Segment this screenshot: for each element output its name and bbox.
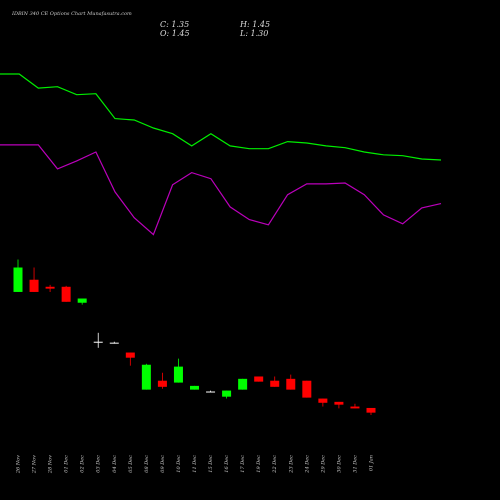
candle-body bbox=[13, 267, 23, 292]
x-tick-label: 31 Dec bbox=[352, 455, 358, 473]
candle-body bbox=[302, 380, 312, 398]
candle-body bbox=[206, 391, 216, 393]
candle-body bbox=[190, 385, 199, 390]
candle-body bbox=[318, 398, 328, 403]
x-tick-label: 16 Dec bbox=[224, 455, 230, 473]
x-tick-label: 17 Dec bbox=[240, 455, 246, 473]
x-tick-label: 27 Nov bbox=[32, 455, 38, 474]
x-tick-label: 30 Dec bbox=[336, 455, 342, 473]
x-tick-label: 09 Dec bbox=[160, 455, 166, 473]
candle-body bbox=[173, 366, 183, 383]
candle-body bbox=[366, 407, 376, 413]
open-label: O: 1.45 bbox=[160, 29, 190, 38]
x-tick-label: 23 Dec bbox=[288, 455, 294, 474]
candle-body bbox=[334, 401, 344, 405]
high-label: H: 1.45 bbox=[239, 20, 270, 29]
candle-body bbox=[45, 286, 55, 289]
x-tick-label: 01 Dec bbox=[64, 455, 70, 473]
x-tick-label: 01 Jan bbox=[369, 455, 375, 471]
x-tick-label: 22 Dec bbox=[272, 455, 278, 474]
candle-body bbox=[109, 342, 119, 344]
candle-body bbox=[157, 380, 167, 387]
x-tick-label: 29 Dec bbox=[320, 455, 326, 474]
chart-title: IDBIN 340 CE Options Chart Munafasutra.c… bbox=[11, 11, 132, 17]
candle-body bbox=[254, 376, 264, 382]
candle-body bbox=[270, 380, 280, 387]
candle-body bbox=[286, 378, 296, 390]
x-tick-label: 08 Dec bbox=[144, 455, 150, 473]
candle-body bbox=[93, 341, 103, 343]
x-tick-label: 11 Dec bbox=[192, 455, 198, 473]
indicator-line bbox=[0, 73, 442, 161]
x-tick-label: 26 Nov bbox=[16, 455, 22, 474]
x-tick-label: 19 Dec bbox=[256, 455, 262, 473]
candle-body bbox=[238, 378, 248, 390]
x-tick-label: 24 Dec bbox=[304, 455, 310, 474]
x-tick-label: 15 Dec bbox=[208, 455, 214, 473]
candle-body bbox=[125, 352, 135, 358]
candle-body bbox=[29, 279, 39, 292]
x-tick-label: 03 Dec bbox=[96, 455, 102, 473]
candle-body bbox=[222, 390, 232, 397]
indicator-line bbox=[0, 144, 442, 236]
x-tick-label: 04 Dec bbox=[112, 455, 118, 473]
candle-body bbox=[77, 298, 87, 303]
candle-body bbox=[141, 364, 151, 390]
x-tick-label: 02 Dec bbox=[80, 455, 86, 473]
close-label: C: 1.35 bbox=[160, 20, 189, 29]
x-tick-label: 05 Dec bbox=[128, 455, 134, 473]
x-tick-label: 28 Nov bbox=[48, 455, 54, 474]
candle-body bbox=[350, 406, 360, 409]
candle-body bbox=[61, 286, 71, 302]
x-tick-label: 10 Dec bbox=[176, 455, 182, 473]
low-label: L: 1.30 bbox=[239, 29, 268, 38]
